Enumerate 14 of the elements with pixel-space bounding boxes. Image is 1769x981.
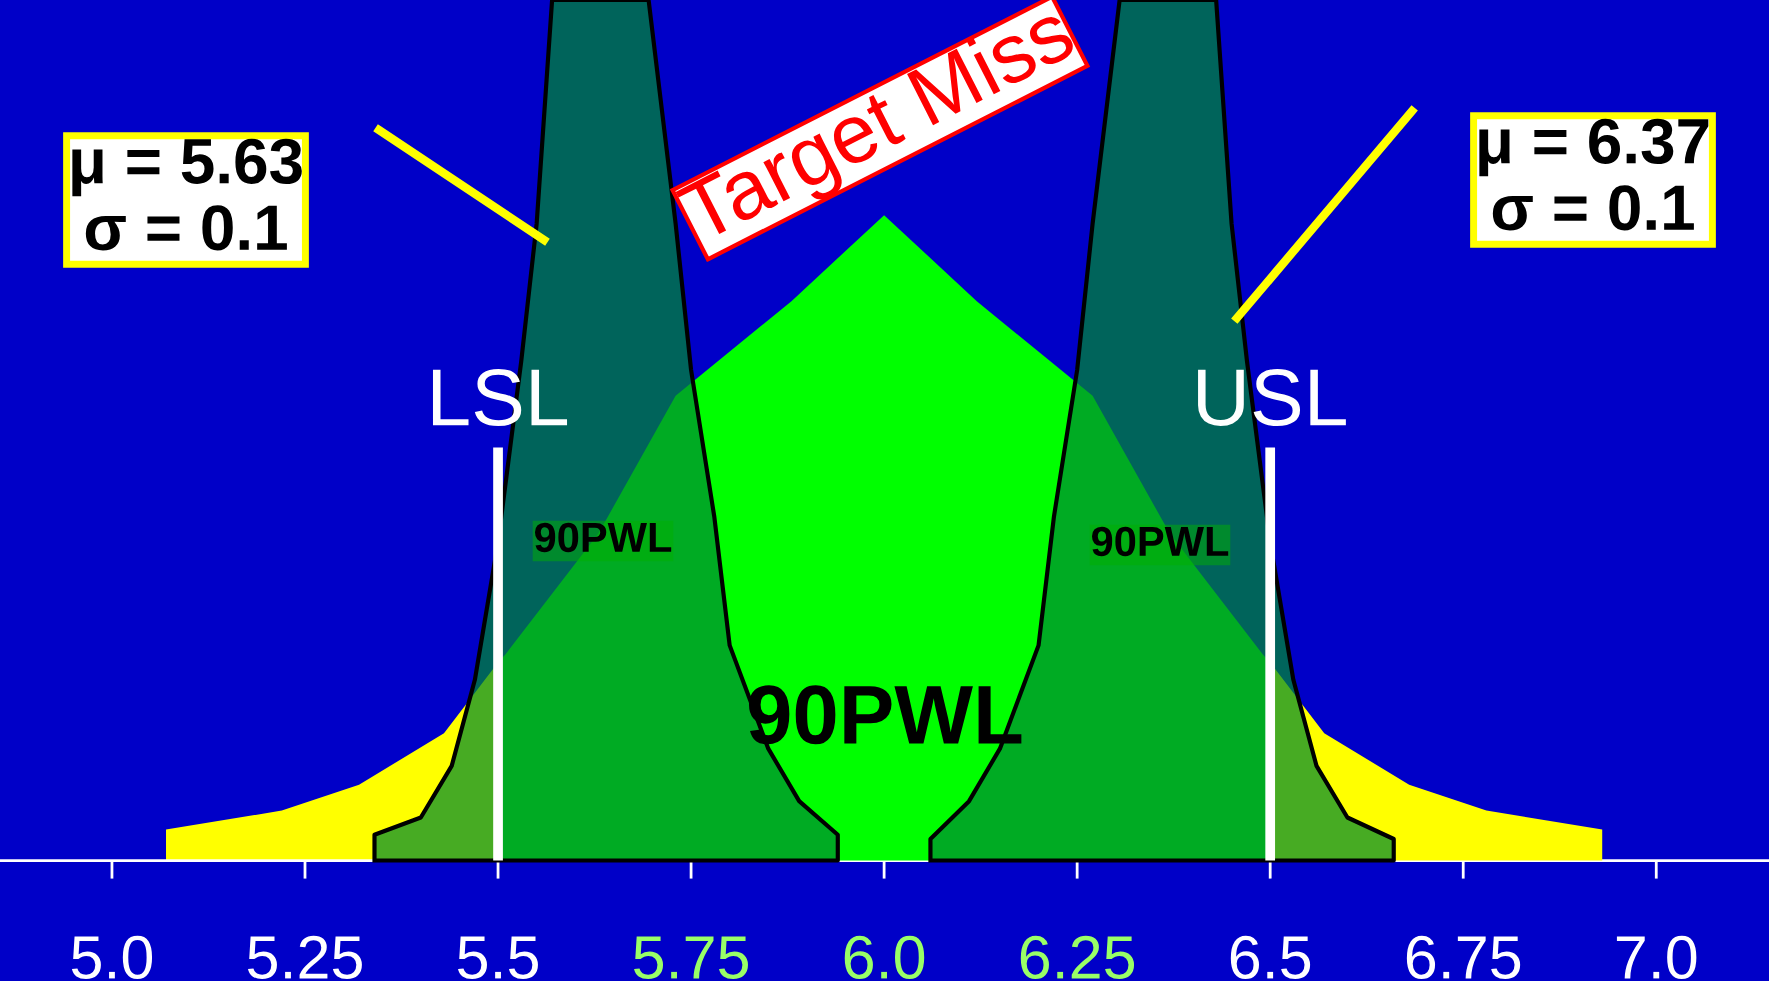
x-tick-label: 6.0 (844, 935, 925, 980)
x-tick-label: 5.75 (634, 936, 748, 980)
annotation: 90PWL (1091, 526, 1229, 557)
x-tick-label: 5.0 (71, 935, 153, 980)
x-tick-label: 5.25 (247, 935, 362, 980)
x-tick-label: 6.5 (1230, 935, 1311, 980)
x-tick-label: 6.75 (1406, 935, 1521, 980)
annotation: μ = 5.63 σ = 0.1 (72, 138, 302, 251)
x-tick-label: 5.5 (458, 936, 538, 980)
x-tick-label: 6.25 (1020, 935, 1135, 980)
annotation: μ = 6.37 σ = 0.1 (1479, 118, 1709, 231)
annotation: Target Miss (674, 0, 1085, 259)
annotation: 90PWL (534, 522, 672, 553)
x-tick-label: 7.0 (1616, 935, 1697, 980)
